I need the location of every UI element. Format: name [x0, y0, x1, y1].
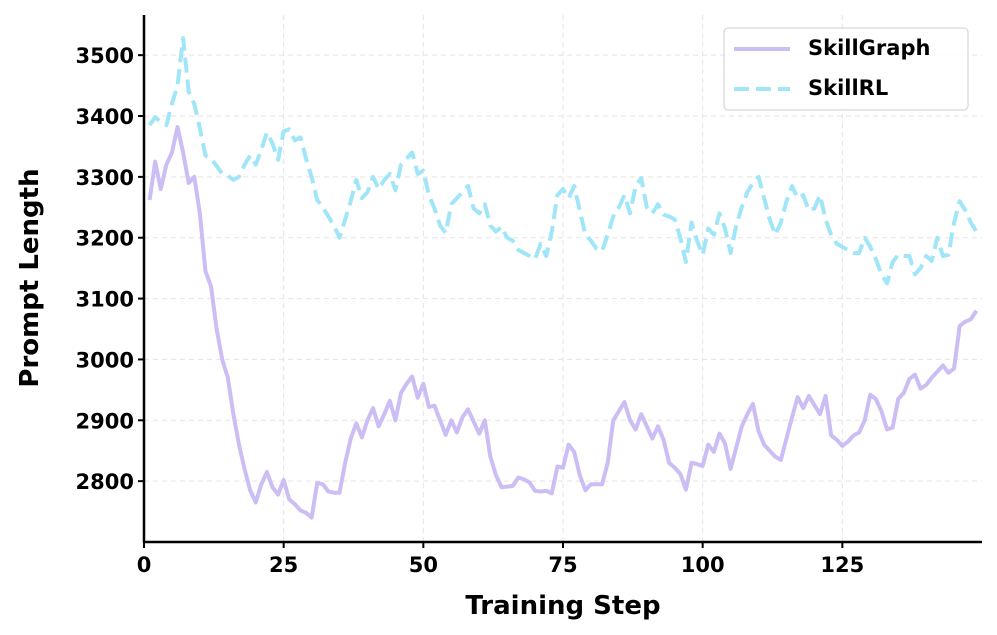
x-tick-label: 75 [548, 553, 577, 577]
y-tick-label: 3500 [76, 44, 134, 68]
y-tick-label: 2900 [76, 409, 134, 433]
y-tick-label: 3300 [76, 166, 134, 190]
legend-label: SkillRL [808, 76, 888, 100]
series-line [147, 36, 979, 286]
x-tick-label: 50 [409, 553, 438, 577]
y-tick-label: 3200 [76, 227, 134, 251]
y-tick-label: 2800 [76, 470, 134, 494]
y-axis-label: Prompt Length [15, 168, 45, 387]
x-tick-label: 125 [820, 553, 864, 577]
legend-label: SkillGraph [808, 36, 930, 60]
x-tick-label: 0 [137, 553, 152, 577]
y-tick-label: 3400 [76, 105, 134, 129]
series-line [147, 124, 979, 520]
x-tick-label: 100 [681, 553, 725, 577]
y-tick-label: 3100 [76, 288, 134, 312]
x-axis-label: Training Step [465, 591, 660, 621]
x-tick-label: 25 [269, 553, 298, 577]
y-tick-label: 3000 [76, 348, 134, 372]
